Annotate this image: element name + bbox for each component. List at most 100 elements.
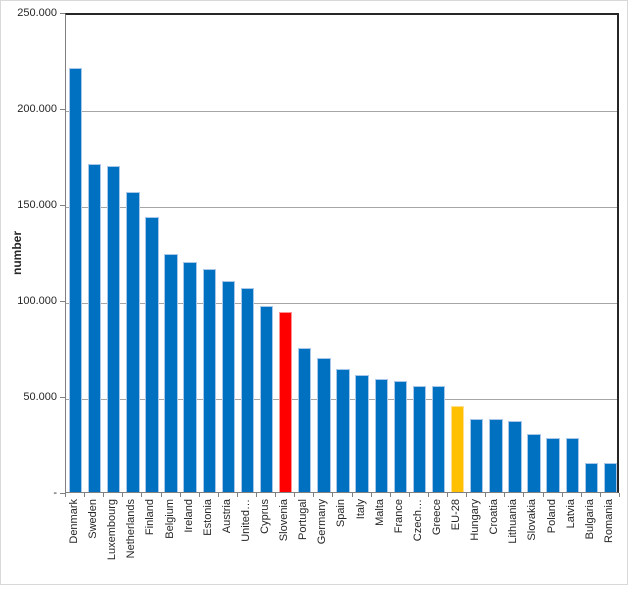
x-label-Greece: Greece xyxy=(431,499,443,536)
bar-Netherlands xyxy=(126,192,140,492)
x-label-Latvia: Latvia xyxy=(565,499,577,529)
x-label-Lithuania: Lithuania xyxy=(507,499,519,544)
bar-Slovakia xyxy=(527,434,541,492)
y-tick-label-100.000: 100.000 xyxy=(17,295,57,307)
y-tick-mark xyxy=(60,205,65,206)
x-tick-mark xyxy=(103,493,104,497)
x-label-France: France xyxy=(393,499,405,534)
bar-Lithuania xyxy=(508,420,522,492)
x-tick-mark xyxy=(600,493,601,497)
bar-Hungary xyxy=(470,419,484,492)
bar-Ireland xyxy=(183,261,197,492)
x-tick-mark xyxy=(562,493,563,497)
x-label-Portugal: Portugal xyxy=(297,499,309,540)
x-label-Slovakia: Slovakia xyxy=(526,499,538,541)
x-label-Malta: Malta xyxy=(374,499,386,526)
x-label-Romania: Romania xyxy=(603,499,615,544)
x-tick-mark xyxy=(504,493,505,497)
bar-Luxembourg xyxy=(107,165,121,492)
x-label-Italy: Italy xyxy=(355,499,367,520)
y-tick-mark xyxy=(60,397,65,398)
x-tick-mark xyxy=(141,493,142,497)
x-label-Ireland: Ireland xyxy=(183,499,195,533)
x-label-Austria: Austria xyxy=(221,499,233,534)
x-tick-mark xyxy=(332,493,333,497)
x-tick-mark xyxy=(237,493,238,497)
y-tick-label-150.000: 150.000 xyxy=(17,199,57,211)
y-tick-label-200.000: 200.000 xyxy=(17,103,57,115)
x-label-Croatia: Croatia xyxy=(488,499,500,535)
x-tick-mark xyxy=(619,493,620,497)
bar-United… xyxy=(240,288,255,492)
x-tick-mark xyxy=(523,493,524,497)
bar-Germany xyxy=(317,357,331,492)
x-tick-mark xyxy=(294,493,295,497)
y-tick-mark xyxy=(60,13,65,14)
x-tick-mark xyxy=(390,493,391,497)
bar-Cyprus xyxy=(259,305,274,492)
x-tick-mark xyxy=(409,493,410,497)
bar-Austria xyxy=(221,280,236,492)
chart-canvas: number 250.000 200.000 150.000 100.000 50.00… xyxy=(0,0,628,585)
bar-Slovenia xyxy=(279,311,293,492)
x-tick-mark xyxy=(256,493,257,497)
x-label-Denmark: Denmark xyxy=(68,499,80,544)
bar-Croatia xyxy=(489,419,503,492)
x-tick-mark xyxy=(543,493,544,497)
x-tick-mark xyxy=(180,493,181,497)
x-label-EU-28: EU-28 xyxy=(450,499,462,531)
x-tick-mark xyxy=(581,493,582,497)
x-tick-mark xyxy=(313,493,314,497)
bar-Malta xyxy=(374,378,388,492)
bar-Czech… xyxy=(412,386,427,492)
x-tick-mark xyxy=(466,493,467,497)
bar-Italy xyxy=(355,374,369,492)
bar-Belgium xyxy=(164,253,178,492)
x-tick-mark xyxy=(122,493,123,497)
bar-Portugal xyxy=(298,348,312,492)
x-tick-mark xyxy=(65,493,66,497)
x-tick-mark xyxy=(428,493,429,497)
x-tick-mark xyxy=(352,493,353,497)
bar-EU-28 xyxy=(450,405,465,492)
y-tick-mark xyxy=(60,301,65,302)
x-label-Netherlands: Netherlands xyxy=(125,499,137,559)
bar-Spain xyxy=(336,369,350,492)
x-label-Cyprus: Cyprus xyxy=(259,499,271,534)
bar-Bulgaria xyxy=(584,463,599,492)
x-label-Luxembourg: Luxembourg xyxy=(106,499,118,561)
y-tick-mark xyxy=(60,109,65,110)
x-label-Estonia: Estonia xyxy=(202,499,214,536)
x-label-Czech…: Czech… xyxy=(412,499,424,542)
bar-Latvia xyxy=(565,438,579,492)
x-tick-mark xyxy=(161,493,162,497)
bar-Denmark xyxy=(68,67,83,492)
x-tick-mark xyxy=(371,493,372,497)
x-tick-mark xyxy=(218,493,219,497)
x-tick-mark xyxy=(199,493,200,497)
x-label-Slovenia: Slovenia xyxy=(278,499,290,542)
bar-Poland xyxy=(546,438,560,492)
y-axis-title: number xyxy=(10,231,24,276)
x-tick-mark xyxy=(447,493,448,497)
x-label-Finland: Finland xyxy=(144,499,156,536)
x-tick-mark xyxy=(275,493,276,497)
x-label-Spain: Spain xyxy=(335,499,347,528)
bar-Finland xyxy=(145,217,159,492)
plot-area xyxy=(65,13,619,493)
bar-France xyxy=(393,380,407,492)
x-label-United…: United… xyxy=(240,499,252,542)
y-tick-label-50.000: 50.000 xyxy=(23,391,57,403)
gridline-200.000 xyxy=(66,111,617,112)
gridline-100.000 xyxy=(66,303,617,304)
x-label-Germany: Germany xyxy=(316,499,328,545)
x-label-Poland: Poland xyxy=(546,499,558,534)
bar-Greece xyxy=(431,386,446,492)
y-tick-label--: - xyxy=(53,487,57,499)
x-label-Bulgaria: Bulgaria xyxy=(584,499,596,540)
y-tick-label-250.000: 250.000 xyxy=(17,7,57,19)
x-tick-mark xyxy=(485,493,486,497)
y-tick-mark xyxy=(60,493,65,494)
bar-Estonia xyxy=(202,269,216,492)
x-label-Belgium: Belgium xyxy=(164,499,176,539)
